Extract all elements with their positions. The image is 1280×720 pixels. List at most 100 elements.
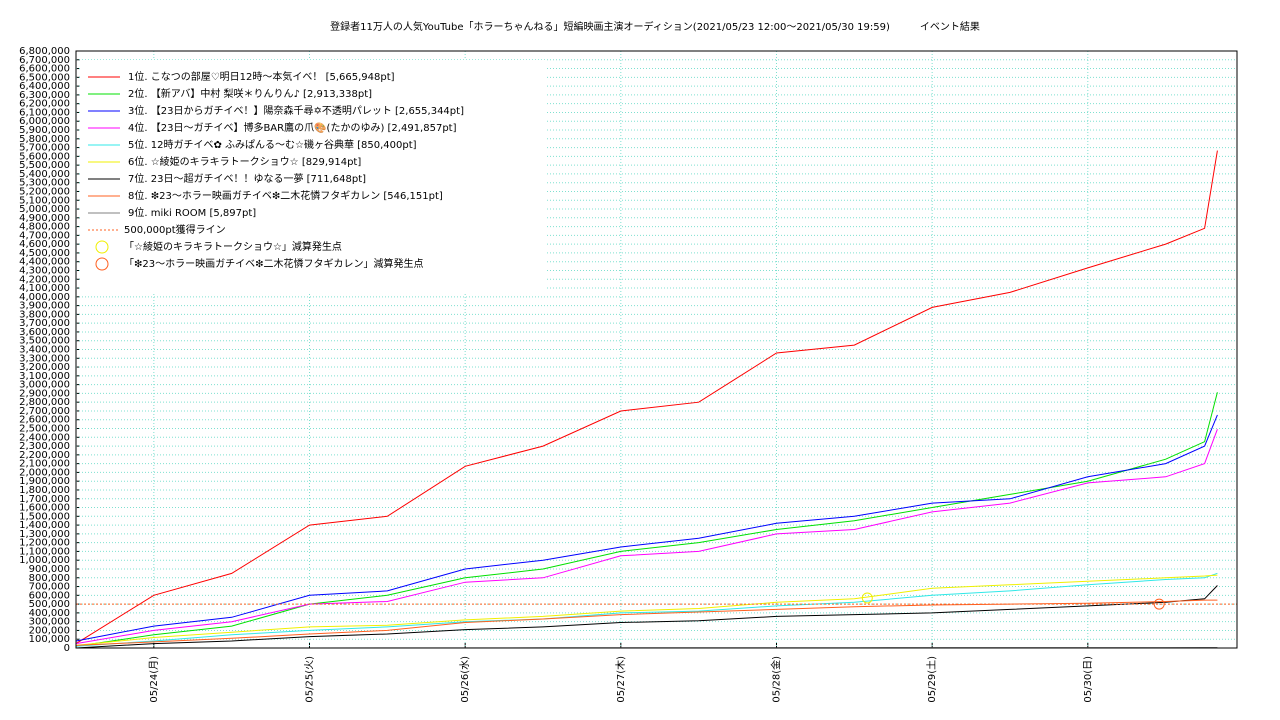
legend-label: 4位. 【23日～ガチイベ】博多BAR鷹の爪🎨(たかのゆみ) [2,491,85…: [128, 121, 457, 134]
series-line: [75, 414, 1218, 642]
event-marker: [1153, 598, 1165, 610]
y-tick-label: 6,600,000: [19, 64, 70, 75]
y-tick-label: 4,100,000: [19, 283, 70, 294]
y-tick-label: 6,200,000: [19, 99, 70, 110]
legend-label: 9位. miki ROOM [5,897pt]: [128, 206, 256, 219]
legend-label: 6位. ☆綾姫のキラキラトークショウ☆ [829,914pt]: [128, 155, 361, 168]
x-tick-label: 05/29(土): [925, 656, 938, 703]
y-tick-label: 3,800,000: [19, 309, 70, 320]
y-tick-label: 3,100,000: [19, 371, 70, 382]
y-tick-label: 5,600,000: [19, 151, 70, 162]
y-tick-label: 4,400,000: [19, 257, 70, 268]
y-tick-label: 6,100,000: [19, 107, 70, 118]
series-line: [75, 572, 1218, 647]
legend-box: [80, 60, 545, 292]
series-line: [75, 392, 1218, 647]
y-tick-label: 3,000,000: [19, 380, 70, 391]
event-marker: [861, 592, 873, 604]
y-tick-label: 5,800,000: [19, 134, 70, 145]
y-tick-label: 4,600,000: [19, 239, 70, 250]
y-tick-label: 800,000: [29, 573, 70, 584]
legend-key: [95, 240, 109, 254]
y-tick-label: 1,500,000: [19, 511, 70, 522]
y-tick-label: 2,100,000: [19, 459, 70, 470]
grid: 0100,000200,000300,000400,000500,000600,…: [19, 46, 1237, 703]
y-tick-label: 6,500,000: [19, 72, 70, 83]
y-tick-label: 6,400,000: [19, 81, 70, 92]
y-tick-label: 5,500,000: [19, 160, 70, 171]
y-tick-label: 6,300,000: [19, 90, 70, 101]
y-tick-label: 2,200,000: [19, 450, 70, 461]
y-tick-label: 700,000: [29, 582, 70, 593]
legend-key: [95, 257, 109, 271]
series-line: [75, 599, 1218, 646]
y-tick-label: 4,500,000: [19, 248, 70, 259]
y-tick-label: 5,700,000: [19, 143, 70, 154]
y-tick-label: 900,000: [29, 564, 70, 575]
y-tick-label: 5,300,000: [19, 178, 70, 189]
legend-label: 500,000pt獲得ライン: [124, 223, 226, 236]
y-tick-label: 0: [64, 643, 70, 654]
x-tick-label: 05/24(月): [148, 656, 160, 703]
y-tick-label: 1,200,000: [19, 538, 70, 549]
y-tick-label: 2,500,000: [19, 424, 70, 435]
y-tick-label: 600,000: [29, 590, 70, 601]
series-line: [75, 429, 1218, 645]
y-tick-label: 3,600,000: [19, 327, 70, 338]
y-tick-label: 5,400,000: [19, 169, 70, 180]
y-tick-label: 200,000: [29, 625, 70, 636]
y-tick-label: 6,700,000: [19, 55, 70, 66]
y-tick-label: 2,300,000: [19, 441, 70, 452]
y-tick-label: 1,000,000: [19, 555, 70, 566]
y-tick-label: 6,000,000: [19, 116, 70, 127]
x-tick-label: 05/28(金): [769, 656, 782, 703]
y-tick-label: 3,200,000: [19, 362, 70, 373]
y-tick-label: 4,200,000: [19, 274, 70, 285]
y-tick-label: 2,600,000: [19, 415, 70, 426]
y-tick-label: 4,300,000: [19, 265, 70, 276]
x-tick-label: 05/26(水): [459, 656, 471, 703]
y-tick-label: 2,900,000: [19, 388, 70, 399]
legend-label: 3位. 【23日からガチイベ！】陽奈森千尋✡不透明パレット [2,655,344…: [128, 104, 464, 117]
y-tick-label: 3,900,000: [19, 301, 70, 312]
legend-label: 1位. こなつの部屋♡明日12時～本気イベ！ [5,665,948pt]: [128, 70, 395, 83]
y-tick-label: 5,900,000: [19, 125, 70, 136]
series-line: [75, 585, 1218, 649]
y-tick-label: 4,900,000: [19, 213, 70, 224]
y-tick-label: 1,700,000: [19, 494, 70, 505]
legend-label: 「☆綾姫のキラキラトークショウ☆」減算発生点: [124, 240, 342, 253]
x-tick-label: 05/30(日): [1083, 656, 1094, 703]
x-tick-label: 05/27(木): [615, 656, 627, 703]
x-tick-label: 05/25(火): [303, 656, 315, 703]
y-tick-label: 1,100,000: [19, 546, 70, 557]
y-tick-label: 400,000: [29, 608, 70, 619]
y-tick-label: 5,000,000: [19, 204, 70, 215]
y-tick-label: 5,200,000: [19, 186, 70, 197]
plot-frame: [75, 50, 1238, 649]
y-tick-label: 100,000: [29, 634, 70, 645]
y-tick-label: 2,800,000: [19, 397, 70, 408]
legend-label: 2位. 【新アバ】中村 梨咲＊りんりん♪ [2,913,338pt]: [128, 87, 372, 100]
y-tick-label: 3,300,000: [19, 353, 70, 364]
y-tick-label: 3,500,000: [19, 336, 70, 347]
y-tick-label: 300,000: [29, 617, 70, 628]
y-tick-label: 500,000: [29, 599, 70, 610]
y-tick-label: 1,800,000: [19, 485, 70, 496]
y-tick-label: 3,400,000: [19, 345, 70, 356]
y-tick-label: 1,900,000: [19, 476, 70, 487]
y-tick-label: 4,800,000: [19, 222, 70, 233]
y-tick-label: 1,400,000: [19, 520, 70, 531]
y-tick-label: 4,000,000: [19, 292, 70, 303]
chart-title: 登録者11万人の人気YouTube「ホラーちゃんねる」短編映画主演オーディション…: [330, 20, 980, 33]
legend-label: 7位. 23日～超ガチイベ！！ゆなる一夢 [711,648pt]: [128, 172, 366, 185]
y-tick-label: 4,700,000: [19, 230, 70, 241]
legend-label: 8位. ❇23～ホラー映画ガチイベ❇二木花憐フタギカレン [546,151pt]: [128, 189, 443, 202]
series-line: [75, 574, 1218, 646]
y-tick-label: 1,600,000: [19, 503, 70, 514]
legend-label: 「❇23～ホラー映画ガチイベ❇二木花憐フタギカレン」減算発生点: [124, 257, 423, 270]
legend: 1位. こなつの部屋♡明日12時～本気イベ！ [5,665,948pt] 2位. …: [88, 70, 464, 271]
legend-label: 5位. 12時ガチイベ✿ ふみぱんる～む☆磯ヶ谷典華 [850,400pt]: [128, 138, 417, 151]
y-tick-label: 6,800,000: [19, 46, 70, 57]
series-line: [75, 150, 1218, 645]
